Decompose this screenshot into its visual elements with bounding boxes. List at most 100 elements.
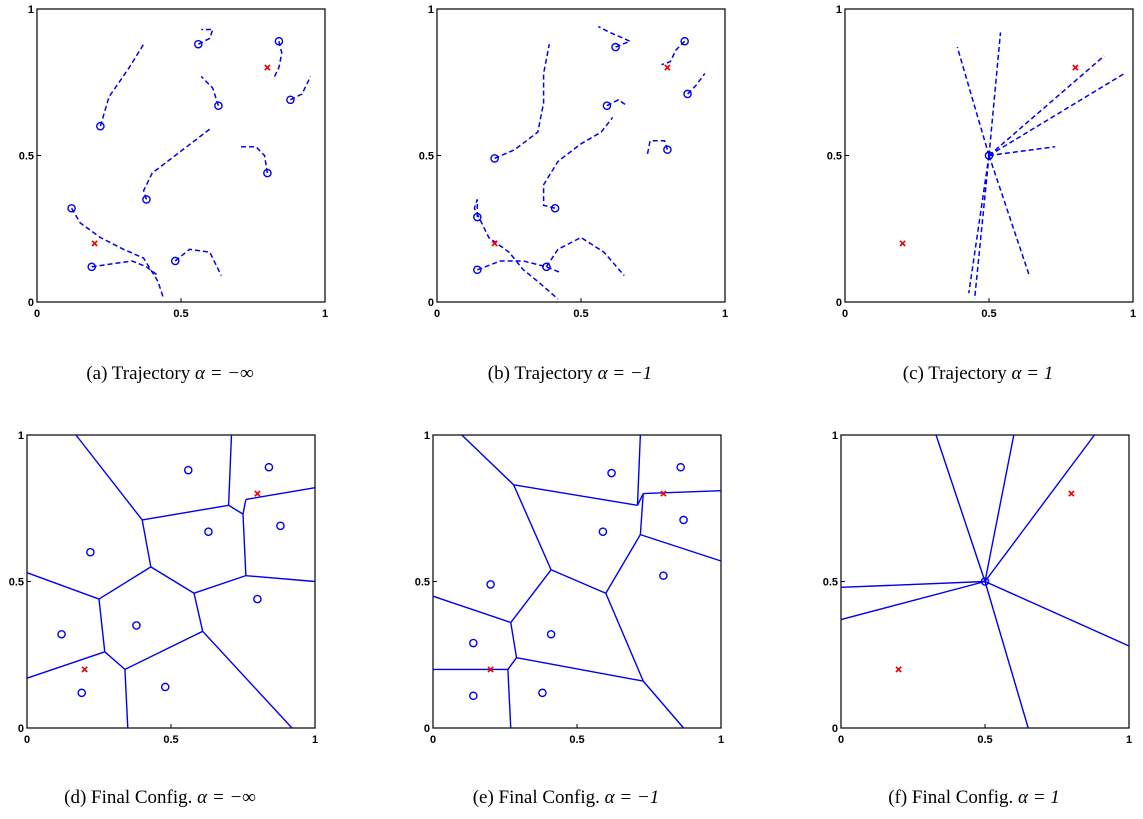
target-marker [491, 240, 498, 247]
x-tick-label: 0 [434, 308, 440, 320]
voronoi-edge [104, 651, 126, 670]
trajectory-line [272, 41, 283, 80]
voronoi-edge [193, 593, 204, 632]
target-stroke [264, 64, 271, 71]
voronoi-edge [639, 493, 644, 535]
x-tick-label: 0.5 [981, 308, 996, 320]
agent-marker [96, 121, 105, 131]
trajectory-line [988, 32, 1002, 156]
voronoi-edge [75, 434, 143, 521]
trajectory-line [988, 72, 1125, 157]
x-tick-label: 0 [34, 308, 40, 320]
agent-marker [183, 465, 193, 475]
trajectory-line [477, 260, 562, 274]
y-tick-label: 0 [836, 297, 842, 309]
x-tick-label: 0 [24, 734, 30, 746]
voronoi-edge [510, 569, 552, 623]
voronoi-edge [461, 434, 515, 486]
agent-marker [659, 571, 668, 580]
y-tick-label: 0 [424, 723, 430, 735]
agent-marker [142, 195, 151, 204]
panel-d: 0 0.5 1 0 0.5 1 (d) Final Config. α = −∞ [9, 426, 318, 819]
voronoi-edge [840, 580, 986, 621]
caption-alpha: α = 1 [1011, 363, 1054, 384]
target-stroke [1072, 64, 1079, 71]
voronoi-edge [227, 434, 233, 506]
x-tick-label: 0 [838, 734, 844, 746]
caption-label: (f) Final Config. [888, 787, 1014, 808]
agent-marker [286, 95, 295, 105]
trajectory-line [70, 207, 165, 300]
voronoi-edge [636, 493, 644, 506]
agent-marker [469, 638, 478, 648]
target-stroke [664, 64, 671, 71]
trajectory-line [973, 155, 990, 300]
x-tick-label: 1 [718, 734, 724, 746]
voronoi-edge [605, 534, 641, 594]
trajectory-line [200, 75, 220, 106]
target-marker [254, 490, 261, 497]
caption-alpha: α = −1 [604, 787, 660, 808]
trajectory-line [290, 76, 312, 101]
target-stroke [487, 666, 494, 673]
trajectory-line [597, 25, 632, 48]
agent-marker [86, 547, 95, 557]
y-tick-label: 1 [428, 4, 434, 16]
voronoi-edge [245, 487, 316, 501]
agent-marker [263, 168, 272, 178]
voronoi-edge [550, 569, 607, 594]
caption-label: (e) Final Config. [472, 787, 600, 808]
trajectory-line [646, 140, 669, 156]
y-tick-label: 0 [28, 297, 34, 309]
y-tick-label: 1 [424, 430, 430, 442]
y-tick-label: 0 [428, 297, 434, 309]
agent-marker [486, 580, 495, 589]
target-marker [660, 490, 667, 497]
agent-marker [663, 145, 672, 154]
trajectory-line [473, 199, 559, 300]
voronoi-edge [141, 519, 152, 567]
voronoi-edge [245, 574, 316, 583]
x-tick-label: 0.5 [173, 308, 188, 320]
voronoi-edge [984, 580, 1130, 647]
agent-marker [160, 682, 170, 692]
trajectory-line [988, 155, 1031, 276]
agent-marker [542, 262, 551, 272]
trajectory-line [91, 260, 159, 277]
x-tick-label: 0.5 [573, 308, 588, 320]
agent-marker [473, 265, 482, 275]
panel-f: 0 0.5 1 0 0.5 1 (f) Final Config. α = 1 [823, 426, 1132, 819]
voronoi-edge [510, 622, 518, 658]
agent-marker [984, 151, 994, 160]
chart-a: 0 0.5 1 0 0.5 1 [19, 4, 328, 320]
voronoi-edge [984, 581, 1029, 729]
agent-marker [253, 594, 262, 604]
chart-d: 0 0.5 1 0 0.5 1 [9, 430, 318, 746]
agent-marker [193, 39, 203, 49]
caption-alpha: α = −1 [597, 363, 653, 384]
agent-marker [87, 262, 97, 272]
panel-a: 0 0.5 1 0 0.5 1 (a) Trajectory α = −∞ [19, 0, 328, 400]
trajectory-line [142, 128, 211, 200]
caption-label: (b) Trajectory [487, 363, 593, 384]
trajectory-line [968, 155, 990, 294]
x-tick-label: 1 [722, 308, 728, 320]
y-tick-label: 0.5 [19, 151, 34, 163]
agent-marker [170, 256, 180, 266]
target-marker [1068, 490, 1075, 497]
voronoi-edge [26, 572, 100, 600]
target-stroke [895, 666, 902, 673]
trajectory-line [988, 145, 1056, 157]
caption-label: (d) Final Config. [64, 787, 193, 808]
agent-marker [550, 203, 560, 213]
target-marker [664, 64, 671, 71]
target-stroke [254, 490, 261, 497]
agent-marker [598, 527, 608, 536]
chart-f: 0 0.5 1 0 0.5 1 [823, 430, 1132, 746]
panel-e: 0 0.5 1 0 0.5 1 (e) Final Config. α = −1 [415, 426, 724, 819]
agent-marker [980, 577, 990, 586]
target-marker [487, 666, 494, 673]
agent-marker [204, 527, 213, 536]
caption-e: (e) Final Config. α = −1 [416, 787, 716, 809]
caption-c: (c) Trajectory α = 1 [828, 363, 1128, 385]
